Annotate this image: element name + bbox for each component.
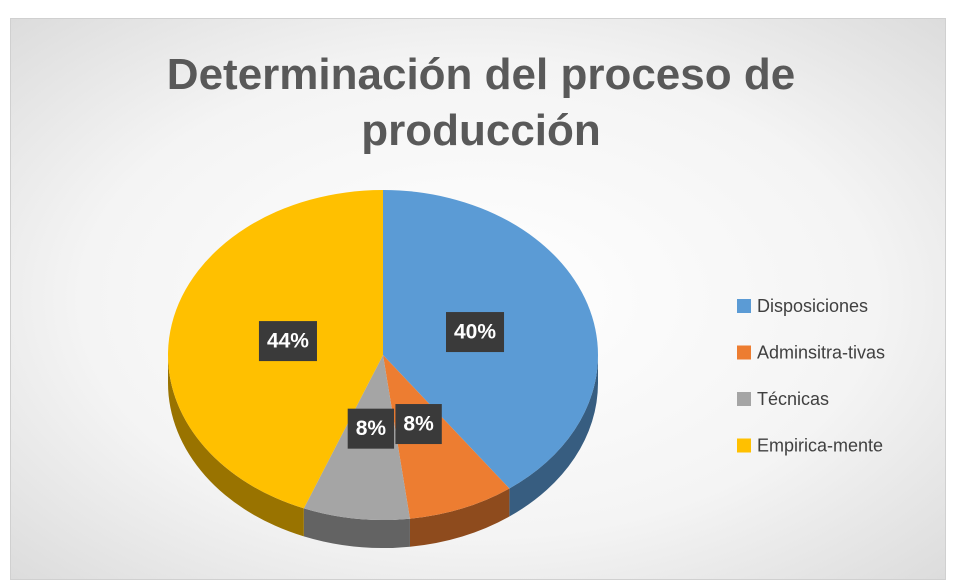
legend-swatch	[737, 345, 751, 360]
slice-side	[509, 355, 598, 517]
slice-side	[168, 355, 304, 537]
data-label-group: 8%	[395, 404, 442, 445]
data-label: 44%	[267, 330, 309, 353]
data-label-box	[445, 312, 505, 353]
legend-swatch	[737, 392, 751, 406]
legend-label: Técnicas	[757, 389, 829, 409]
legend-label: Adminsitra-tivas	[757, 342, 885, 362]
legend-label: Empirica-mente	[757, 435, 883, 455]
data-label: 40%	[454, 321, 496, 344]
slice-side	[409, 488, 510, 547]
data-label-box	[347, 408, 395, 449]
data-label-box	[395, 404, 442, 445]
data-label: 8%	[356, 417, 387, 440]
data-label-group: 44%	[258, 321, 317, 362]
legend-swatch	[737, 299, 751, 313]
slice-side	[303, 508, 410, 549]
legend-label: Disposiciones	[757, 296, 868, 316]
data-label: 8%	[403, 413, 434, 436]
data-label-group: 8%	[347, 408, 395, 449]
legend-swatch	[737, 438, 751, 453]
slice	[383, 355, 510, 519]
data-label-box	[258, 321, 317, 362]
data-label-group: 40%	[445, 312, 505, 353]
chart-title: Determinación del proceso de producción	[166, 50, 796, 155]
